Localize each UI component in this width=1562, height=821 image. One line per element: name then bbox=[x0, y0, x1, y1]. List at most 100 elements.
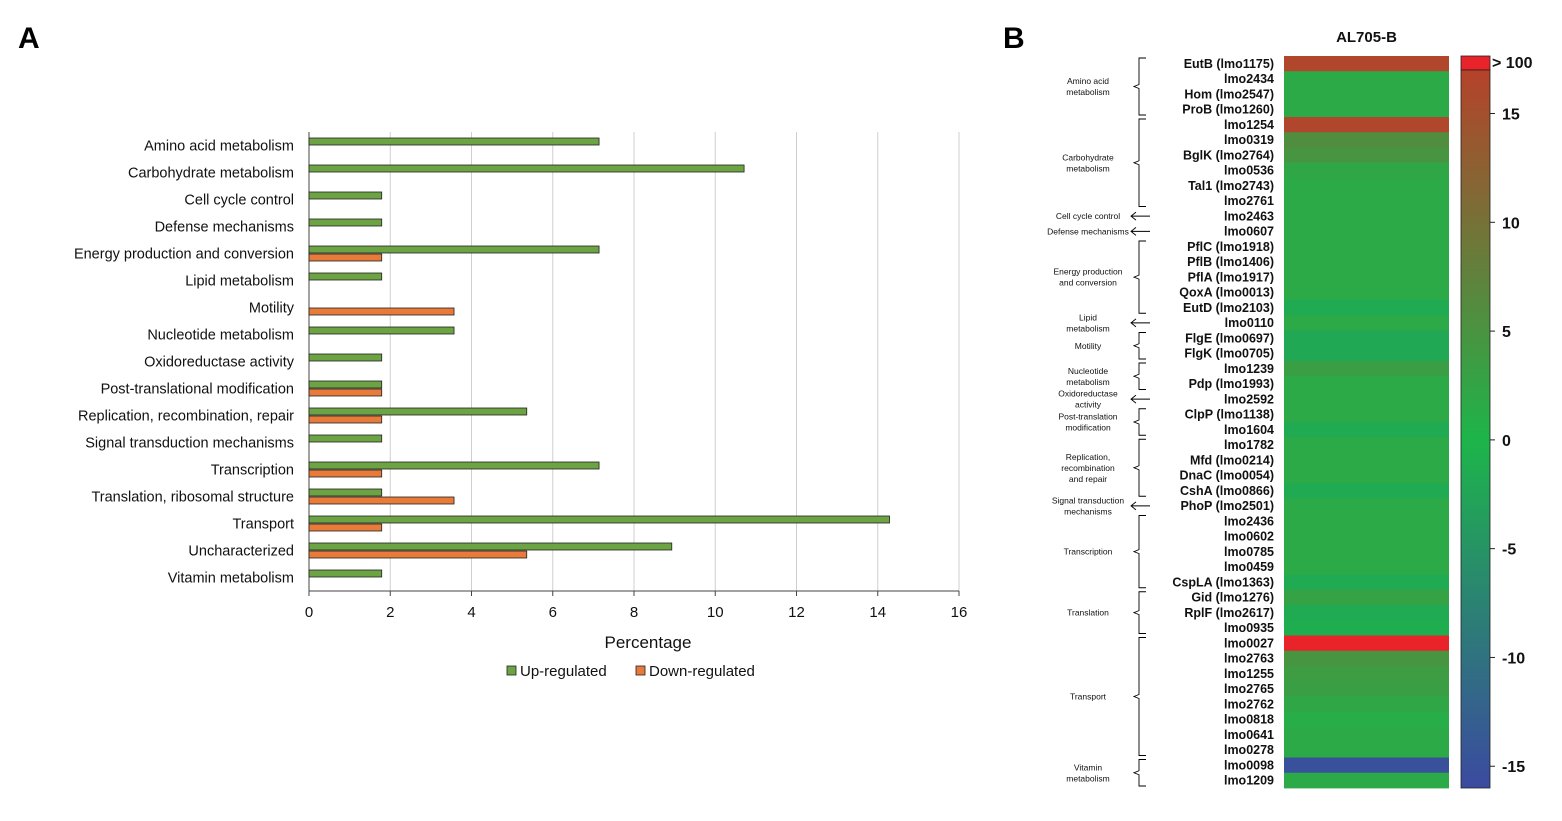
group-bracket bbox=[1132, 362, 1146, 390]
heatmap-cell bbox=[1284, 605, 1449, 621]
heatmap-cell bbox=[1284, 757, 1449, 774]
gene-label: EutB (lmo1175) bbox=[1184, 57, 1274, 71]
category-label: Vitamin metabolism bbox=[168, 571, 294, 587]
gene-label: lmo1239 bbox=[1224, 362, 1274, 376]
heatmap-cell bbox=[1284, 574, 1449, 591]
category-label: Lipid metabolism bbox=[185, 274, 294, 290]
category-label: Amino acid metabolism bbox=[144, 139, 294, 155]
colorbar-tick-label: -10 bbox=[1502, 650, 1525, 667]
category-label: Carbohydrate metabolism bbox=[128, 166, 294, 182]
gene-label: Pdp (lmo1993) bbox=[1189, 377, 1274, 391]
gene-label: lmo2463 bbox=[1224, 209, 1274, 223]
gene-label: ClpP (lmo1138) bbox=[1185, 408, 1274, 422]
gene-label: CshA (lmo0866) bbox=[1180, 484, 1274, 498]
x-tick-label: 6 bbox=[549, 604, 557, 621]
bar-down-regulated bbox=[308, 388, 383, 397]
heatmap-cell bbox=[1284, 422, 1449, 438]
bar-down-regulated bbox=[308, 523, 383, 532]
category-label: Motility bbox=[249, 301, 295, 317]
legend-swatch bbox=[635, 665, 646, 676]
group-label: Transcription bbox=[1064, 547, 1113, 557]
colorbar-overflow-swatch bbox=[1460, 55, 1491, 71]
heatmap-cell bbox=[1284, 513, 1449, 530]
x-tick-label: 4 bbox=[467, 604, 475, 621]
gene-label: ProB (lmo1260) bbox=[1182, 103, 1274, 117]
gene-label: lmo2436 bbox=[1224, 514, 1274, 528]
bar-up-regulated bbox=[308, 407, 528, 416]
group-arrow bbox=[1130, 227, 1150, 236]
legend-label: Down-regulated bbox=[649, 663, 755, 680]
heatmap-cell bbox=[1284, 559, 1449, 575]
gene-label: lmo0027 bbox=[1224, 636, 1274, 650]
heatmap-cell bbox=[1284, 406, 1449, 423]
gene-label: lmo1604 bbox=[1224, 423, 1274, 437]
gene-label: lmo2762 bbox=[1224, 697, 1274, 711]
heatmap-cell bbox=[1284, 696, 1449, 713]
bar-chart: 0 2 4 6 8 10 12 14 16 Amino acid metabolism Carboh… bbox=[74, 132, 967, 680]
group-arrow bbox=[1130, 501, 1150, 511]
group-label: metabolism bbox=[1066, 87, 1109, 97]
category-label: Replication, recombination, repair bbox=[78, 409, 294, 425]
x-tick-label: 2 bbox=[386, 604, 394, 621]
bar-up-regulated bbox=[308, 218, 383, 227]
gene-label: Mfd (lmo0214) bbox=[1190, 453, 1274, 467]
bar-up-regulated bbox=[308, 569, 383, 578]
group-label: Replication, bbox=[1066, 452, 1110, 462]
x-tick-label: 16 bbox=[951, 604, 968, 621]
heatmap-cell bbox=[1284, 162, 1449, 179]
legend-label: Up-regulated bbox=[520, 663, 607, 680]
x-axis-title: Percentage bbox=[605, 633, 692, 652]
colorbar-tick-label: 0 bbox=[1502, 433, 1511, 450]
panel-b-letter: B bbox=[1003, 22, 1025, 55]
group-label: and repair bbox=[1069, 474, 1107, 484]
heatmap-cell bbox=[1284, 483, 1449, 499]
gene-label: Tal1 (lmo2743) bbox=[1188, 179, 1274, 193]
gene-label: lmo1254 bbox=[1224, 118, 1274, 132]
gene-label: lmo2765 bbox=[1224, 682, 1274, 696]
category-label: Uncharacterized bbox=[188, 544, 294, 560]
group-bracket bbox=[1132, 591, 1146, 634]
heatmap-cell bbox=[1284, 498, 1449, 514]
group-bracket bbox=[1132, 240, 1146, 314]
heatmap-cell bbox=[1284, 452, 1449, 469]
gene-label: lmo0278 bbox=[1224, 743, 1274, 757]
heatmap-cell bbox=[1284, 528, 1449, 545]
group-bracket bbox=[1132, 637, 1146, 756]
gene-label: lmo0098 bbox=[1224, 758, 1274, 772]
bar-down-regulated bbox=[308, 415, 383, 424]
group-label: metabolism bbox=[1066, 163, 1109, 173]
gene-label: PflB (lmo1406) bbox=[1187, 255, 1274, 269]
gene-label: RplF (lmo2617) bbox=[1184, 606, 1274, 620]
heatmap-cell bbox=[1284, 681, 1449, 697]
group-arrow bbox=[1130, 211, 1150, 221]
gene-label: PflC (lmo1918) bbox=[1187, 240, 1274, 254]
heatmap-cell bbox=[1284, 178, 1449, 194]
group-label: Oxidoreductase bbox=[1058, 389, 1118, 399]
category-label: Defense mechanisms bbox=[155, 220, 294, 236]
bar-up-regulated bbox=[308, 461, 600, 470]
x-tick-label: 12 bbox=[788, 604, 805, 621]
colorbar bbox=[1460, 69, 1491, 789]
colorbar-tick-label: 10 bbox=[1502, 215, 1520, 232]
bar-up-regulated bbox=[308, 272, 383, 281]
gene-label: Gid (lmo1276) bbox=[1191, 591, 1274, 605]
group-label: Lipid bbox=[1079, 312, 1097, 322]
heatmap-cell bbox=[1284, 650, 1449, 667]
gene-label: FlgE (lmo0697) bbox=[1185, 331, 1274, 345]
category-label: Cell cycle control bbox=[184, 193, 294, 209]
heatmap-cell bbox=[1284, 117, 1449, 133]
group-bracket bbox=[1132, 438, 1146, 497]
group-label: mechanisms bbox=[1064, 506, 1112, 516]
heatmap-cell bbox=[1284, 56, 1449, 72]
group-arrow bbox=[1130, 318, 1150, 328]
gene-label: CspLA (lmo1363) bbox=[1172, 575, 1274, 589]
heatmap-cell bbox=[1284, 589, 1449, 606]
gene-label: lmo0602 bbox=[1224, 530, 1274, 544]
gene-label: QoxA (lmo0013) bbox=[1179, 286, 1274, 300]
gene-label: lmo2592 bbox=[1224, 392, 1274, 406]
group-label: recombination bbox=[1061, 463, 1115, 473]
heatmap-cell bbox=[1284, 208, 1449, 225]
group-label: Transport bbox=[1070, 692, 1107, 702]
group-bracket bbox=[1132, 759, 1146, 787]
heatmap-cell bbox=[1284, 544, 1449, 560]
